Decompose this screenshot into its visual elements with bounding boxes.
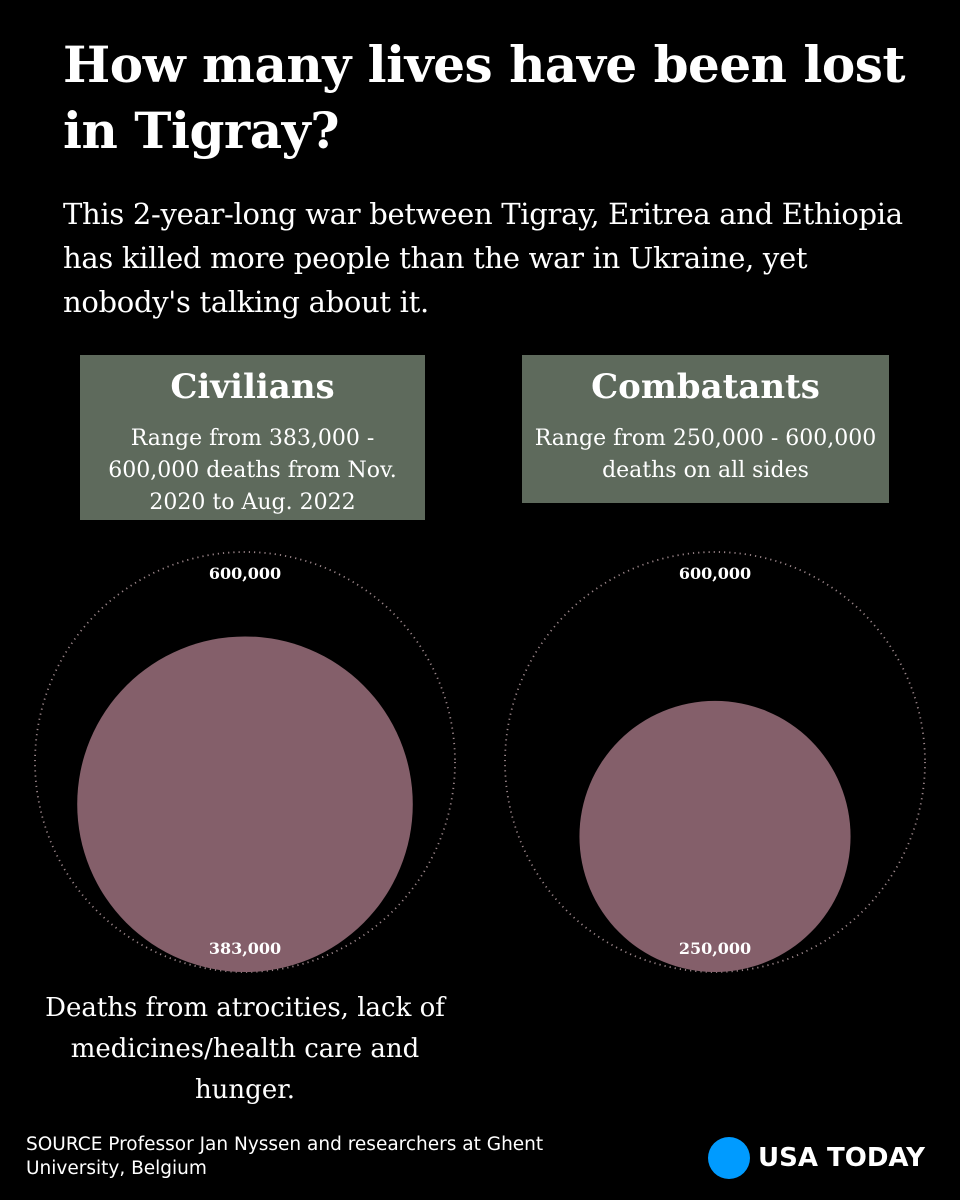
- brand-name: USA TODAY: [758, 1143, 925, 1173]
- civilians-estimate-low-bubble: [77, 636, 413, 972]
- combatants-panel: Combatants Range from 250,000 - 600,000 …: [522, 355, 889, 503]
- civilians-panel: Civilians Range from 383,000 - 600,000 d…: [80, 355, 425, 520]
- combatants-low-value-label: 250,000: [679, 939, 751, 958]
- civilians-heading: Civilians: [170, 367, 335, 407]
- usa-today-dot-icon: [708, 1137, 750, 1179]
- civilians-note: Deaths from atrocities, lack of medicine…: [45, 993, 445, 1105]
- combatants-range-text: Range from 250,000 - 600,000 deaths on a…: [534, 426, 877, 483]
- chart-title: How many lives have been lost in Tigray?: [63, 35, 906, 160]
- civilians-high-value-label: 600,000: [209, 564, 281, 583]
- civilians-range-text: Range from 383,000 - 600,000 deaths from…: [108, 426, 397, 515]
- civilians-estimate-high-bubble: [34, 551, 456, 973]
- civilians-low-value-label: 383,000: [209, 939, 281, 958]
- usa-today-logo: USA TODAY: [708, 1136, 925, 1180]
- combatants-heading: Combatants: [591, 367, 820, 407]
- combatants-estimate-low-bubble: [579, 700, 851, 972]
- combatants-high-value-label: 600,000: [679, 564, 751, 583]
- source-credit: SOURCE Professor Jan Nyssen and research…: [26, 1134, 544, 1179]
- combatants-estimate-high-bubble: [504, 551, 926, 973]
- chart-subtitle: This 2-year-long war between Tigray, Eri…: [63, 197, 903, 319]
